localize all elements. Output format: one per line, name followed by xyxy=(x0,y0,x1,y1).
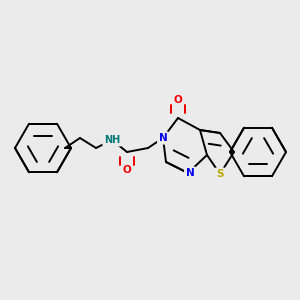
Text: O: O xyxy=(123,165,131,175)
Text: NH: NH xyxy=(104,135,120,145)
Text: S: S xyxy=(216,169,224,179)
Text: O: O xyxy=(174,95,182,105)
Text: N: N xyxy=(159,133,167,143)
Text: N: N xyxy=(186,168,194,178)
